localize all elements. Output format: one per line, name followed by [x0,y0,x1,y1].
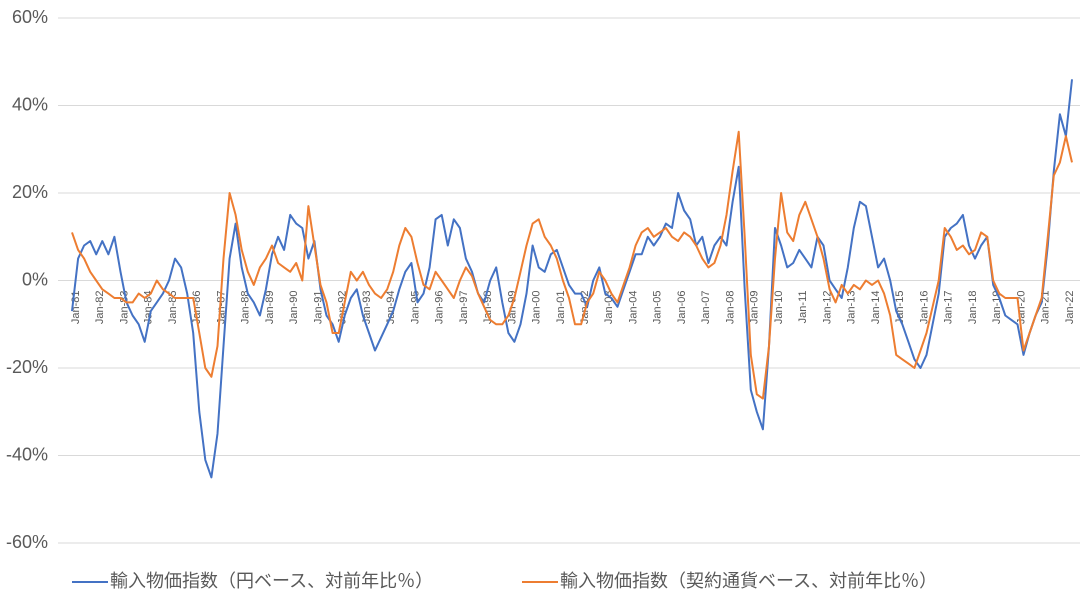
x-tick-label: Jan-84 [143,291,155,325]
x-tick-label: Jan-82 [94,291,106,325]
x-tick-label: Jan-10 [773,291,785,325]
x-tick-label: Jan-04 [627,291,639,325]
legend-label: 輸入物価指数（契約通貨ベース、対前年比％） [560,571,937,592]
x-tick-label: Jan-22 [1064,291,1076,325]
x-tick-label: Jan-93 [361,291,373,325]
x-tick-label: Jan-88 [240,291,252,325]
x-tick-label: Jan-96 [434,291,446,325]
y-tick-label: 20% [12,182,48,202]
x-tick-label: Jan-12 [821,291,833,325]
y-tick-label: 60% [12,7,48,27]
x-tick-label: Jan-07 [700,291,712,325]
x-tick-label: Jan-87 [215,291,227,325]
y-tick-label: -20% [6,357,48,377]
y-tick-label: -40% [6,444,48,464]
series-line [71,79,1073,479]
y-tick-label: 40% [12,94,48,114]
legend-label: 輸入物価指数（円ベース、対前年比％） [110,571,433,592]
x-tick-label: Jan-11 [797,291,809,324]
x-tick-label: Jan-00 [531,291,543,325]
x-tick-label: Jan-05 [652,291,664,325]
x-tick-label: Jan-15 [894,291,906,325]
x-tick-label: Jan-14 [870,291,882,325]
x-tick-label: Jan-13 [846,291,858,325]
series-line [71,130,1073,400]
y-tick-label: 0% [22,269,48,289]
x-tick-label: Jan-18 [967,291,979,325]
y-tick-label: -60% [6,532,48,552]
x-tick-label: Jan-09 [749,291,761,325]
x-tick-label: Jan-20 [1015,291,1027,325]
x-tick-label: Jan-97 [458,291,470,325]
x-tick-label: Jan-89 [264,291,276,325]
x-tick-label: Jan-95 [409,291,421,325]
x-tick-label: Jan-01 [555,291,567,325]
x-tick-label: Jan-08 [724,291,736,325]
x-tick-label: Jan-17 [943,291,955,325]
x-tick-label: Jan-91 [312,291,324,325]
x-tick-label: Jan-90 [288,291,300,325]
x-tick-label: Jan-99 [506,291,518,325]
x-tick-label: Jan-16 [918,291,930,325]
x-tick-label: Jan-06 [676,291,688,325]
x-tick-label: Jan-94 [385,291,397,325]
